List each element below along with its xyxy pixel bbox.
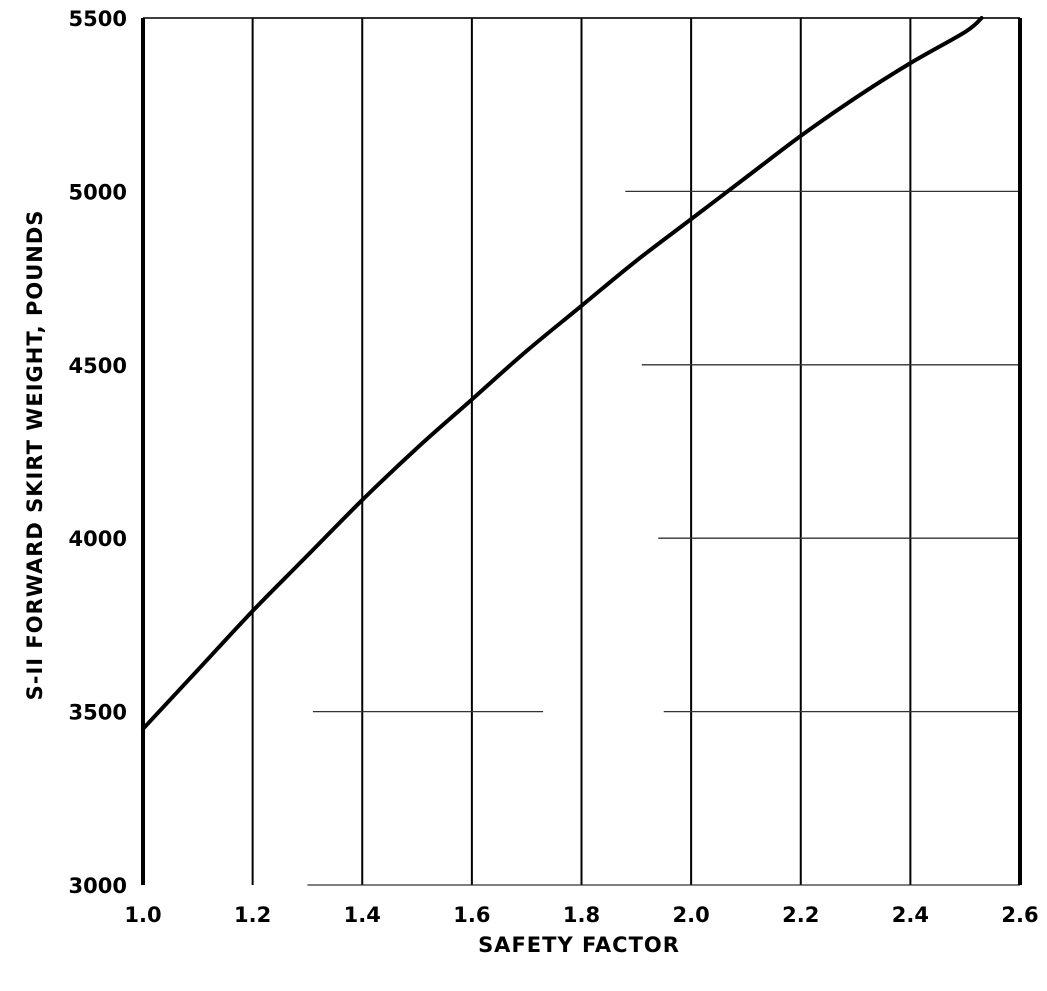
- y-axis-title: S-II FORWARD SKIRT WEIGHT, POUNDS: [23, 210, 47, 701]
- x-tick-label-2.4: 2.4: [892, 903, 929, 927]
- y-tick-label-5000: 5000: [69, 180, 127, 204]
- x-tick-label-2.0: 2.0: [673, 903, 710, 927]
- x-tick-labels: 1.0 1.2 1.4 1.6 1.8 2.0 2.2 2.4 2.6: [124, 903, 1038, 927]
- x-tick-label-1.2: 1.2: [234, 903, 271, 927]
- x-tick-label-1.0: 1.0: [124, 903, 161, 927]
- series-line-0: [141, 16, 984, 731]
- x-axis-title: SAFETY FACTOR: [478, 933, 680, 957]
- x-tick-label-1.6: 1.6: [453, 903, 490, 927]
- y-tick-label-3500: 3500: [69, 701, 127, 725]
- y-tick-label-4500: 4500: [69, 354, 127, 378]
- x-tick-label-1.8: 1.8: [563, 903, 600, 927]
- y-tick-labels: 3000 3500 4000 4500 5000 5500: [69, 7, 127, 898]
- x-tick-label-2.6: 2.6: [1001, 903, 1038, 927]
- plot-frame: [141, 17, 1022, 885]
- x-tick-label-1.4: 1.4: [344, 903, 381, 927]
- horizontal-gridlines: [252, 17, 1020, 886]
- y-tick-label-3000: 3000: [69, 874, 127, 898]
- series-layer: [141, 16, 984, 731]
- vertical-gridlines: [251, 18, 912, 885]
- y-tick-label-4000: 4000: [69, 527, 127, 551]
- x-tick-label-2.2: 2.2: [782, 903, 819, 927]
- y-tick-label-5500: 5500: [69, 7, 127, 31]
